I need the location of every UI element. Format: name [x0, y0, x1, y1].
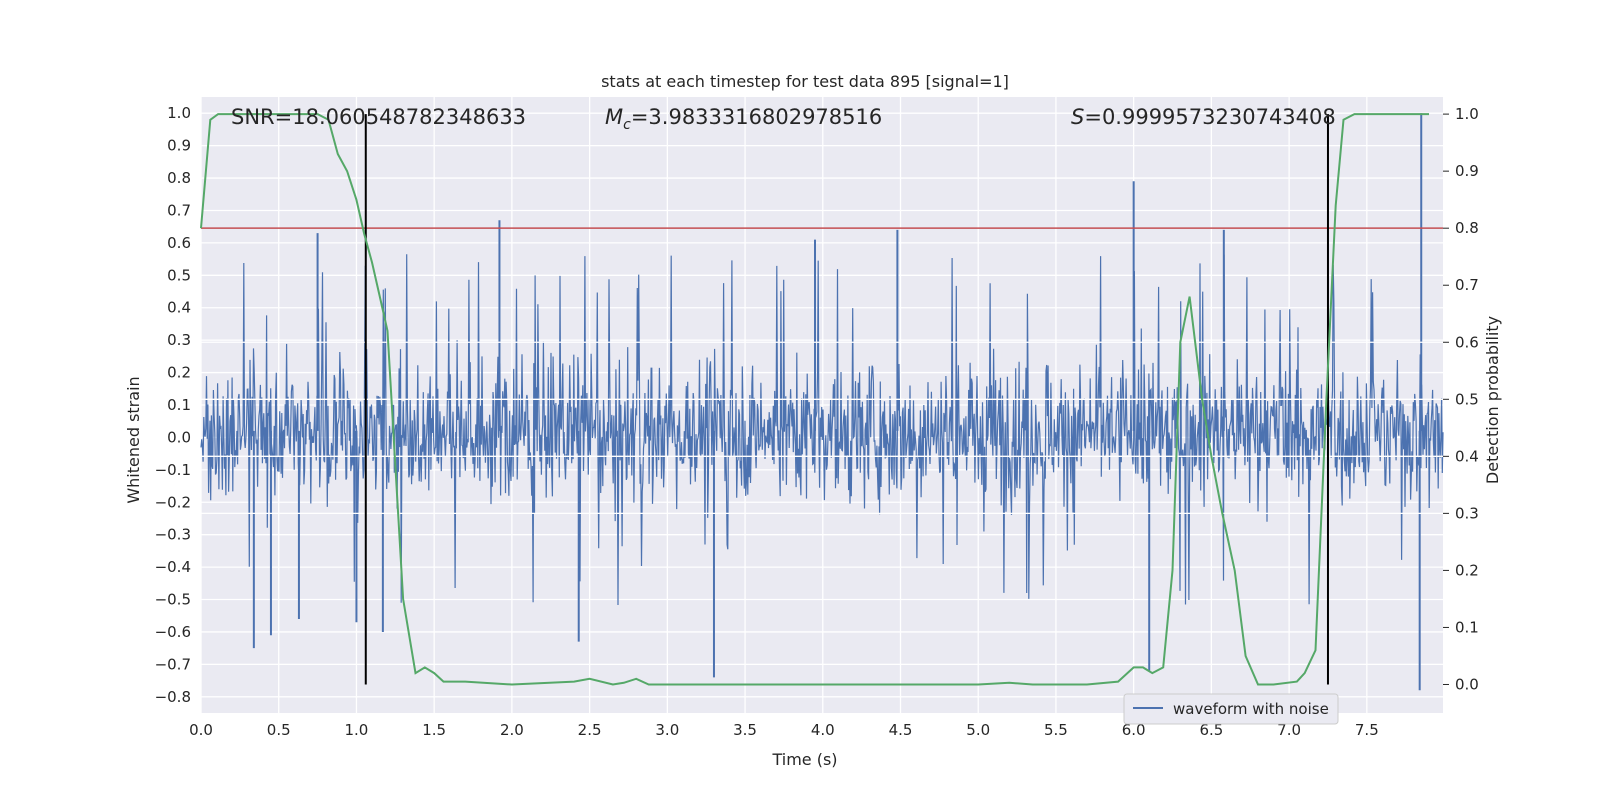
- x-axis-label: Time (s): [771, 750, 837, 769]
- x-tick-label: 6.0: [1122, 721, 1146, 739]
- y-axis-label-right: Detection probability: [1483, 316, 1502, 484]
- x-tick-label: 3.5: [733, 721, 757, 739]
- x-tick-label: 2.0: [500, 721, 524, 739]
- x-tick-label: 7.5: [1355, 721, 1379, 739]
- y-left-tick-label: 0.7: [167, 201, 191, 219]
- y-left-tick-label: −0.2: [155, 493, 191, 511]
- legend-box: [1123, 693, 1339, 725]
- y-left-tick-label: −0.7: [155, 655, 191, 673]
- x-tick-label: 5.0: [966, 721, 990, 739]
- snr-annotation: SNR=18.060548782348633: [231, 105, 526, 129]
- y-left-tick-label: −0.8: [155, 688, 191, 706]
- significance-symbol: S: [1071, 105, 1084, 129]
- y-left-tick-label: 0.8: [167, 169, 191, 187]
- x-tick-label: 2.5: [578, 721, 602, 739]
- y-left-tick-label: 0.2: [167, 364, 191, 382]
- legend: waveform with noise: [1123, 693, 1339, 725]
- y-left-tick-label: 0.4: [167, 299, 191, 317]
- x-tick-label: 3.0: [655, 721, 679, 739]
- x-tick-label: 1.5: [422, 721, 446, 739]
- y-right-tick-label: 0.7: [1455, 276, 1479, 294]
- chirp-mass-value: =3.9833316802978516: [631, 105, 882, 129]
- chart-title: stats at each timestep for test data 895…: [601, 72, 1009, 91]
- x-tick-label: 1.0: [345, 721, 369, 739]
- y-left-tick-label: 0.5: [167, 266, 191, 284]
- legend-label: waveform with noise: [1173, 700, 1329, 718]
- waveform-noise-line: [200, 254, 1444, 606]
- y-right-tick-label: 0.0: [1455, 675, 1479, 693]
- chirp-mass-annotation: Mc=3.9833316802978516: [605, 105, 882, 133]
- y-left-tick-label: 0.0: [167, 428, 191, 446]
- y-left-tick-label: 0.6: [167, 234, 191, 252]
- y-right-tick-label: 0.4: [1455, 447, 1479, 465]
- chirp-mass-symbol: M: [605, 105, 623, 129]
- y-right-tick-label: 0.6: [1455, 333, 1479, 351]
- x-tick-label: 0.0: [189, 721, 213, 739]
- y-right-tick-label: 0.5: [1455, 390, 1479, 408]
- y-left-tick-label: 1.0: [167, 104, 191, 122]
- y-right-tick-label: 0.9: [1455, 162, 1479, 180]
- significance-annotation: S=0.9999573230743408: [1071, 105, 1336, 129]
- y-right-tick-label: 0.3: [1455, 504, 1479, 522]
- waveform-series: [200, 113, 1444, 691]
- significance-value: =0.9999573230743408: [1084, 105, 1335, 129]
- y-left-tick-label: −0.4: [155, 558, 191, 576]
- x-tick-label: 6.5: [1199, 721, 1223, 739]
- x-tick-label: 0.5: [267, 721, 291, 739]
- y-right-tick-label: 1.0: [1455, 105, 1479, 123]
- chirp-mass-subscript: c: [623, 117, 631, 133]
- detection-probability-line: [200, 113, 1429, 686]
- y-left-tick-label: −0.1: [155, 461, 191, 479]
- x-tick-label: 5.5: [1044, 721, 1068, 739]
- y-axis-label-left: Whitened strain: [124, 376, 143, 503]
- x-tick-label: 7.0: [1277, 721, 1301, 739]
- y-left-tick-label: 0.9: [167, 137, 191, 155]
- y-left-tick-label: 0.3: [167, 331, 191, 349]
- y-right-tick-label: 0.2: [1455, 561, 1479, 579]
- x-tick-label: 4.5: [889, 721, 913, 739]
- y-left-tick-label: −0.3: [155, 526, 191, 544]
- y-right-tick-label: 0.8: [1455, 219, 1479, 237]
- y-left-tick-label: 0.1: [167, 396, 191, 414]
- y-left-tick-label: −0.6: [155, 623, 191, 641]
- y-left-tick-label: −0.5: [155, 591, 191, 609]
- y-right-tick-label: 0.1: [1455, 618, 1479, 636]
- x-tick-label: 4.0: [811, 721, 835, 739]
